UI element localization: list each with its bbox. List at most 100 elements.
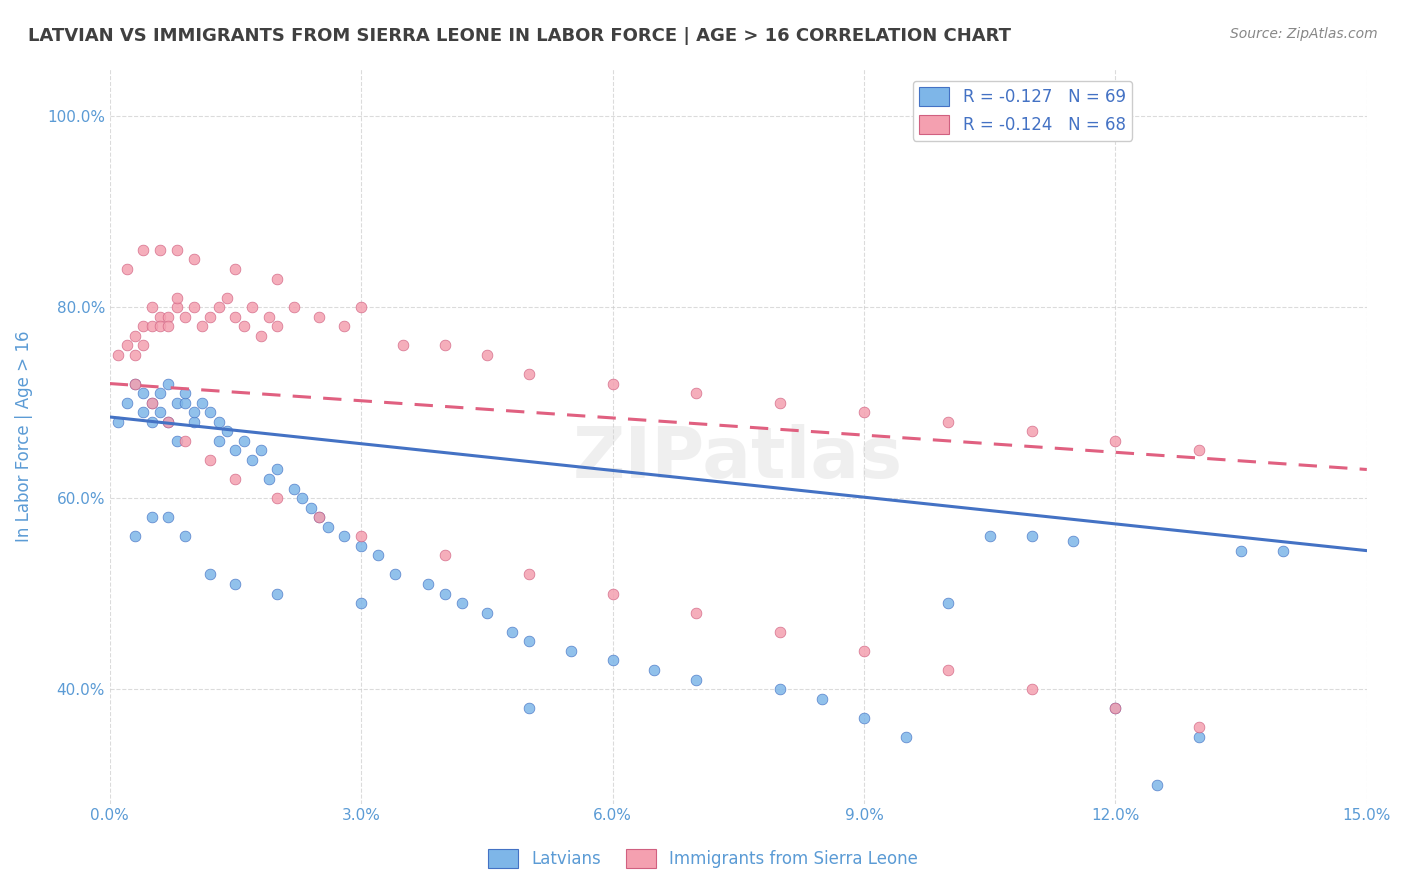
- Point: [811, 691, 834, 706]
- Point: [200, 310, 222, 324]
- Point: [141, 510, 163, 524]
- Point: [249, 328, 271, 343]
- Point: [685, 606, 707, 620]
- Point: [157, 415, 180, 429]
- Point: [894, 730, 917, 744]
- Point: [208, 415, 231, 429]
- Point: [1188, 730, 1211, 744]
- Point: [602, 653, 624, 667]
- Point: [517, 634, 540, 648]
- Point: [174, 395, 197, 409]
- Point: [1063, 534, 1085, 549]
- Point: [350, 596, 373, 610]
- Point: [1021, 425, 1043, 439]
- Point: [200, 405, 222, 419]
- Point: [266, 586, 288, 600]
- Point: [853, 644, 876, 658]
- Point: [1021, 681, 1043, 696]
- Point: [224, 262, 246, 277]
- Point: [191, 395, 214, 409]
- Point: [132, 386, 155, 401]
- Point: [208, 300, 231, 314]
- Point: [316, 520, 339, 534]
- Point: [1188, 720, 1211, 734]
- Point: [1272, 543, 1295, 558]
- Text: ZIPatlas: ZIPatlas: [574, 424, 903, 492]
- Point: [433, 586, 456, 600]
- Point: [350, 529, 373, 543]
- Point: [350, 300, 373, 314]
- Point: [1021, 529, 1043, 543]
- Point: [200, 567, 222, 582]
- Point: [1104, 701, 1126, 715]
- Point: [141, 319, 163, 334]
- Point: [166, 300, 188, 314]
- Point: [191, 319, 214, 334]
- Point: [132, 338, 155, 352]
- Point: [475, 348, 498, 362]
- Point: [643, 663, 665, 677]
- Point: [224, 310, 246, 324]
- Point: [433, 338, 456, 352]
- Point: [602, 586, 624, 600]
- Point: [392, 338, 415, 352]
- Point: [1146, 778, 1168, 792]
- Point: [769, 624, 792, 639]
- Point: [685, 386, 707, 401]
- Point: [1188, 443, 1211, 458]
- Point: [257, 472, 280, 486]
- Point: [299, 500, 322, 515]
- Point: [936, 596, 959, 610]
- Point: [384, 567, 406, 582]
- Point: [333, 319, 356, 334]
- Point: [517, 567, 540, 582]
- Point: [166, 434, 188, 448]
- Point: [266, 271, 288, 285]
- Point: [475, 606, 498, 620]
- Point: [350, 539, 373, 553]
- Point: [183, 415, 205, 429]
- Point: [769, 681, 792, 696]
- Point: [1104, 701, 1126, 715]
- Point: [308, 310, 330, 324]
- Point: [257, 310, 280, 324]
- Point: [1230, 543, 1253, 558]
- Point: [157, 319, 180, 334]
- Point: [217, 291, 239, 305]
- Point: [115, 262, 138, 277]
- Point: [183, 300, 205, 314]
- Point: [166, 395, 188, 409]
- Point: [224, 472, 246, 486]
- Point: [517, 701, 540, 715]
- Point: [266, 491, 288, 505]
- Point: [157, 510, 180, 524]
- Text: LATVIAN VS IMMIGRANTS FROM SIERRA LEONE IN LABOR FORCE | AGE > 16 CORRELATION CH: LATVIAN VS IMMIGRANTS FROM SIERRA LEONE …: [28, 27, 1011, 45]
- Point: [149, 243, 172, 257]
- Point: [149, 405, 172, 419]
- Point: [232, 434, 254, 448]
- Point: [266, 319, 288, 334]
- Point: [283, 300, 305, 314]
- Point: [224, 443, 246, 458]
- Point: [308, 510, 330, 524]
- Point: [174, 386, 197, 401]
- Point: [157, 310, 180, 324]
- Point: [1104, 434, 1126, 448]
- Point: [124, 529, 146, 543]
- Point: [853, 711, 876, 725]
- Point: [602, 376, 624, 391]
- Point: [141, 300, 163, 314]
- Point: [107, 415, 129, 429]
- Legend: Latvians, Immigrants from Sierra Leone: Latvians, Immigrants from Sierra Leone: [481, 842, 925, 875]
- Point: [224, 577, 246, 591]
- Point: [936, 415, 959, 429]
- Point: [132, 405, 155, 419]
- Point: [132, 319, 155, 334]
- Point: [685, 673, 707, 687]
- Point: [124, 348, 146, 362]
- Point: [979, 529, 1001, 543]
- Point: [283, 482, 305, 496]
- Point: [249, 443, 271, 458]
- Point: [124, 376, 146, 391]
- Point: [149, 319, 172, 334]
